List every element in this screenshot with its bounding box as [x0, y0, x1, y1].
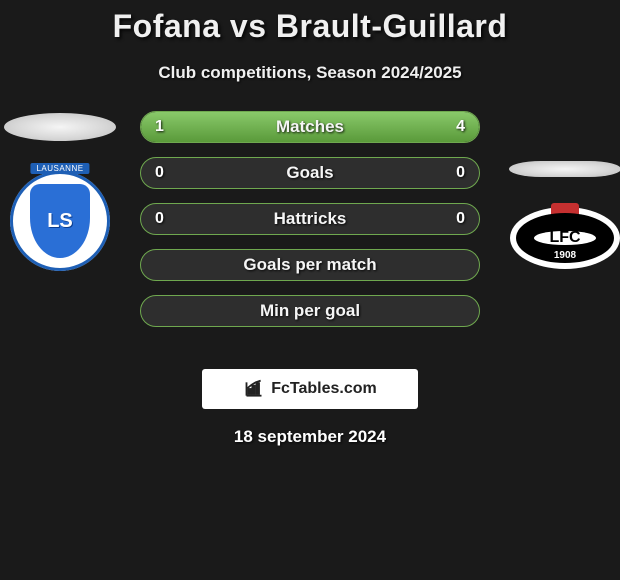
club-right-badge: LFC 1908	[510, 207, 620, 269]
watermark[interactable]: FcTables.com	[202, 369, 418, 409]
stat-row: Goals per match	[140, 249, 480, 281]
subtitle: Club competitions, Season 2024/2025	[0, 63, 620, 83]
stat-value-right: 4	[456, 118, 465, 136]
player-left-column: LAUSANNE LS	[0, 111, 120, 271]
chart-icon	[243, 379, 265, 399]
stat-label: Hattricks	[274, 209, 347, 229]
player-left-photo	[4, 113, 116, 141]
stat-value-left: 1	[155, 118, 164, 136]
stat-value-right: 0	[456, 210, 465, 228]
club-left-badge: LAUSANNE LS	[10, 171, 110, 271]
stats-container: 1 4 Matches 0 0 Goals 0 0 Hattricks Goals per mat…	[140, 111, 480, 327]
player-right-photo	[509, 161, 620, 177]
stat-row: Min per goal	[140, 295, 480, 327]
stat-row: 0 0 Hattricks	[140, 203, 480, 235]
stat-value-right: 0	[456, 164, 465, 182]
comparison-area: LAUSANNE LS LFC 1908 1 4 Matches 0 0 Goals 0 0 H…	[0, 111, 620, 361]
watermark-text: FcTables.com	[271, 380, 377, 398]
stat-label: Goals per match	[243, 255, 376, 275]
stat-label: Matches	[276, 117, 344, 137]
stat-row: 1 4 Matches	[140, 111, 480, 143]
club-right-year: 1908	[554, 250, 576, 261]
stat-row: 0 0 Goals	[140, 157, 480, 189]
player-right-column: LFC 1908	[510, 159, 620, 269]
stat-label: Min per goal	[260, 301, 360, 321]
page-title: Fofana vs Brault-Guillard	[0, 0, 620, 45]
stat-label: Goals	[286, 163, 333, 183]
stat-fill-left	[141, 112, 209, 142]
date: 18 september 2024	[0, 427, 620, 447]
club-left-abbrev: LS	[30, 184, 90, 258]
stat-value-left: 0	[155, 210, 164, 228]
stat-value-left: 0	[155, 164, 164, 182]
club-left-banner: LAUSANNE	[30, 163, 89, 174]
club-right-abbrev: LFC	[534, 231, 596, 245]
